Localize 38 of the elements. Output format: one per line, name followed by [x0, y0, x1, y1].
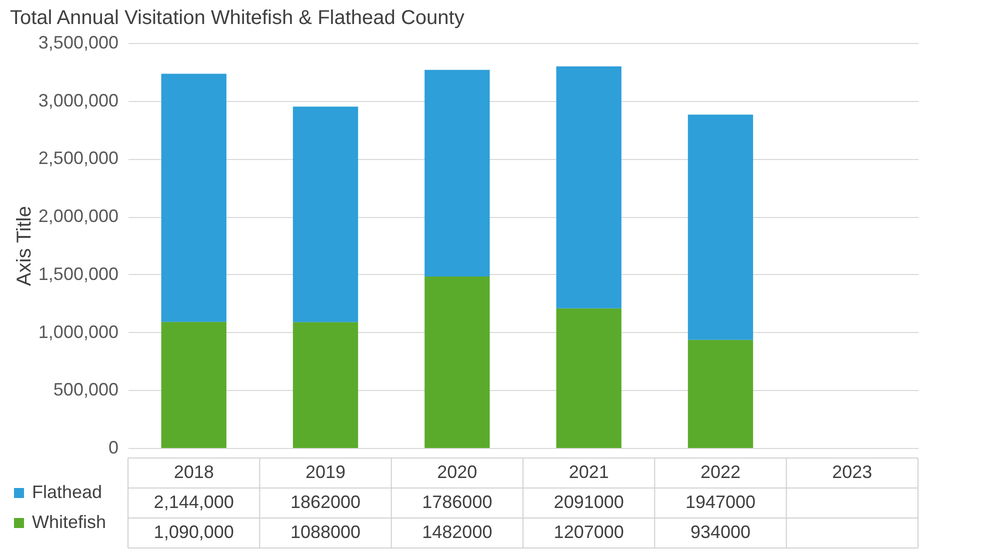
bar	[161, 74, 226, 322]
x-tick-label: 2022	[700, 462, 741, 482]
bar	[688, 114, 754, 340]
x-tick-label: 2018	[174, 462, 214, 482]
data-label: 934000	[690, 522, 751, 542]
x-tick-label: 2020	[437, 462, 478, 482]
x-tick-label: 2019	[305, 462, 346, 482]
y-tick-label: 0	[108, 438, 118, 458]
data-label: 1,090,000	[154, 522, 234, 542]
data-label: 1786000	[422, 492, 492, 512]
data-label: 1482000	[422, 522, 492, 542]
y-tick-label: 500,000	[53, 380, 118, 400]
bar	[688, 340, 754, 448]
bar	[292, 322, 358, 448]
legend-label: Whitefish	[32, 512, 106, 532]
y-tick-label: 3,000,000	[38, 90, 118, 110]
y-tick-label: 1,500,000	[38, 264, 118, 284]
y-tick-label: 1,000,000	[38, 322, 118, 342]
bar	[424, 70, 490, 277]
y-tick-label: 2,000,000	[38, 206, 118, 226]
y-tick-label: 3,500,000	[38, 32, 118, 52]
data-label: 1207000	[554, 522, 624, 542]
bar	[292, 106, 358, 322]
data-label: 1088000	[290, 522, 361, 542]
data-label: 2091000	[554, 492, 624, 512]
bar	[424, 276, 490, 448]
x-tick-label: 2021	[568, 462, 609, 482]
data-label: 1947000	[685, 492, 756, 512]
chart-title: Total Annual Visitation Whitefish & Flathead County	[10, 7, 464, 29]
y-axis-title: Axis Title	[13, 206, 36, 286]
data-label: 2,144,000	[154, 492, 234, 512]
bar	[556, 66, 622, 308]
x-tick-label: 2023	[832, 462, 872, 482]
bar	[556, 308, 622, 448]
legend-label: Flathead	[32, 482, 102, 502]
data-label: 1862000	[290, 492, 361, 512]
bar	[161, 322, 226, 448]
y-tick-label: 2,500,000	[38, 148, 118, 168]
